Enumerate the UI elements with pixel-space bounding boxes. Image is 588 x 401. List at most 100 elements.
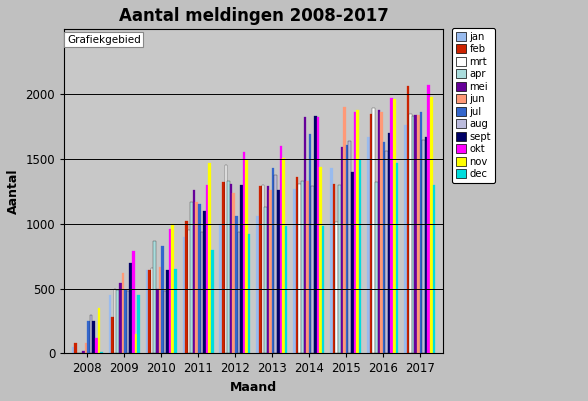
Bar [98, 308, 100, 353]
Bar [95, 338, 98, 353]
Bar [240, 185, 243, 353]
X-axis label: Maand: Maand [230, 381, 277, 394]
Bar [169, 229, 172, 353]
Bar [148, 271, 151, 353]
Bar [248, 234, 250, 353]
Bar [375, 182, 377, 353]
Bar [393, 99, 396, 353]
Bar [185, 221, 188, 353]
Bar [299, 184, 301, 353]
Bar [312, 186, 314, 353]
Bar [232, 192, 235, 353]
Bar [193, 190, 195, 353]
Bar [356, 110, 359, 353]
Bar [380, 112, 383, 353]
Bar [256, 216, 259, 353]
Bar [161, 246, 163, 353]
Text: Grafiekgebied: Grafiekgebied [67, 35, 141, 45]
Bar [262, 185, 264, 353]
Bar [198, 205, 201, 353]
Bar [82, 351, 85, 353]
Bar [219, 224, 222, 353]
Bar [407, 86, 409, 353]
Bar [159, 267, 161, 353]
Bar [111, 317, 114, 353]
Bar [275, 174, 277, 353]
Bar [135, 334, 137, 353]
Bar [351, 172, 353, 353]
Bar [417, 115, 420, 353]
Bar [243, 152, 245, 353]
Bar [72, 347, 74, 353]
Bar [272, 168, 275, 353]
Bar [388, 133, 390, 353]
Bar [132, 251, 135, 353]
Bar [309, 134, 312, 353]
Bar [346, 145, 348, 353]
Bar [230, 184, 232, 353]
Bar [367, 137, 370, 353]
Bar [85, 343, 87, 353]
Bar [259, 186, 262, 353]
Bar [370, 113, 372, 353]
Legend: jan, feb, mrt, apr, mei, jun, jul, aug, sept, okt, nov, dec: jan, feb, mrt, apr, mei, jun, jul, aug, … [452, 28, 495, 183]
Bar [116, 290, 119, 353]
Bar [195, 202, 198, 353]
Bar [153, 241, 156, 353]
Y-axis label: Aantal: Aantal [7, 169, 20, 214]
Bar [277, 190, 280, 353]
Bar [87, 321, 90, 353]
Bar [124, 290, 127, 353]
Bar [316, 117, 319, 353]
Bar [377, 110, 380, 353]
Bar [227, 181, 230, 353]
Bar [340, 147, 343, 353]
Bar [372, 108, 375, 353]
Bar [119, 284, 122, 353]
Bar [303, 117, 306, 353]
Bar [182, 237, 185, 353]
Bar [191, 202, 193, 353]
Bar [390, 98, 393, 353]
Bar [267, 186, 269, 353]
Bar [206, 185, 208, 353]
Bar [338, 185, 340, 353]
Bar [90, 314, 92, 353]
Bar [235, 216, 238, 353]
Bar [335, 223, 338, 353]
Bar [208, 163, 211, 353]
Bar [74, 343, 77, 353]
Bar [211, 250, 213, 353]
Bar [425, 137, 427, 353]
Bar [264, 207, 267, 353]
Bar [404, 125, 407, 353]
Bar [127, 291, 129, 353]
Bar [188, 230, 191, 353]
Bar [109, 295, 111, 353]
Bar [359, 160, 361, 353]
Bar [203, 211, 206, 353]
Bar [151, 268, 153, 353]
Bar [427, 85, 430, 353]
Bar [409, 113, 412, 353]
Bar [114, 289, 116, 353]
Bar [293, 189, 296, 353]
Bar [330, 168, 333, 353]
Bar [433, 185, 435, 353]
Bar [156, 289, 159, 353]
Bar [422, 140, 425, 353]
Bar [163, 291, 166, 353]
Bar [172, 224, 174, 353]
Bar [306, 181, 309, 353]
Bar [129, 263, 132, 353]
Bar [122, 273, 124, 353]
Bar [415, 115, 417, 353]
Bar [301, 181, 303, 353]
Bar [100, 352, 103, 353]
Bar [296, 177, 299, 353]
Bar [174, 269, 176, 353]
Bar [280, 146, 282, 353]
Bar [238, 231, 240, 353]
Bar [343, 107, 346, 353]
Bar [333, 184, 335, 353]
